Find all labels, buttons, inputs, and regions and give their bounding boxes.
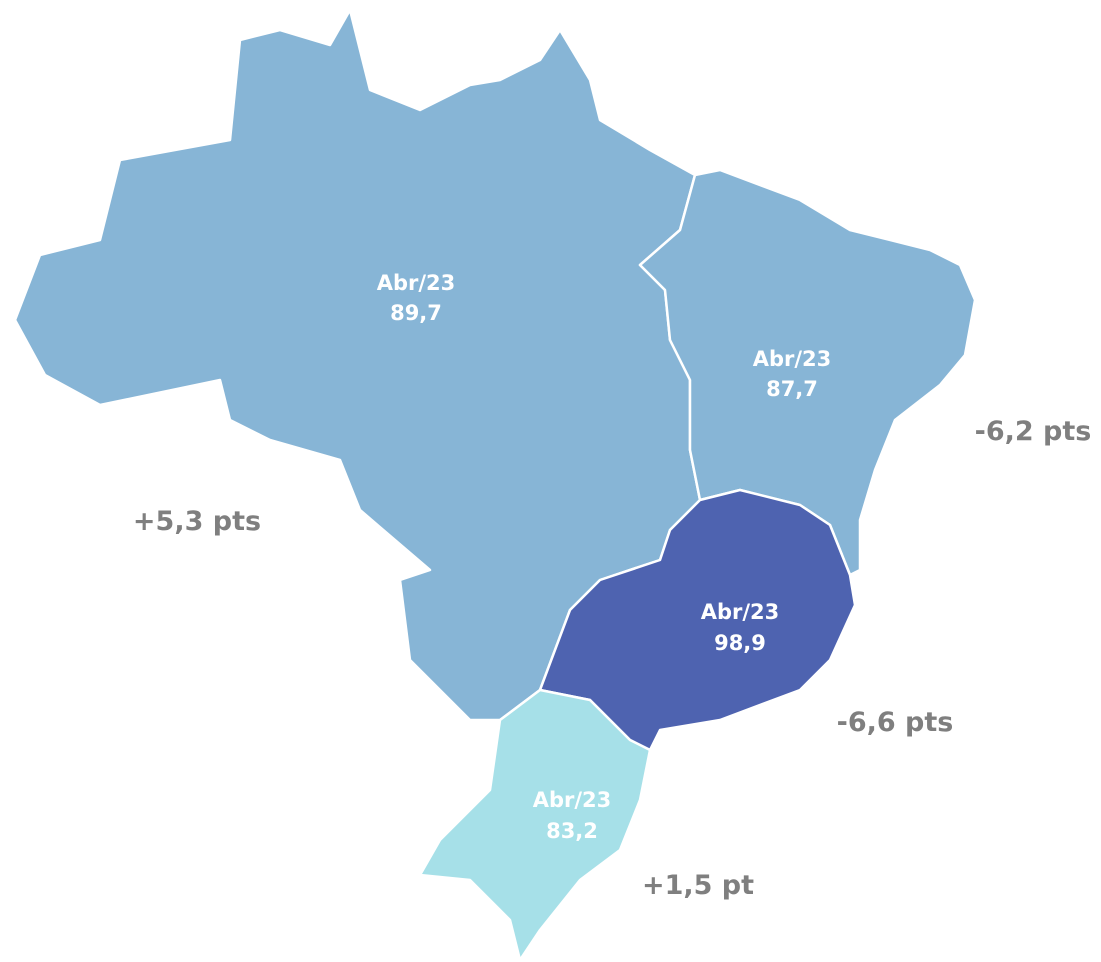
region-south [418, 688, 652, 962]
region-label: Abr/23 [533, 788, 612, 812]
region-label: Abr/23 [701, 600, 780, 624]
region-value: 98,9 [714, 631, 766, 655]
region-southeast [538, 488, 857, 752]
region-change: -6,6 pts [837, 707, 954, 738]
region-northeast [638, 168, 977, 577]
region-label: Abr/23 [753, 347, 832, 371]
region-label: Abr/23 [377, 271, 456, 295]
region-change: +1,5 pt [642, 870, 754, 901]
region-change: -6,2 pts [975, 416, 1092, 447]
region-value: 83,2 [546, 819, 598, 843]
region-change: +5,3 pts [133, 506, 261, 537]
region-value: 89,7 [390, 301, 442, 325]
region-value: 87,7 [766, 377, 818, 401]
